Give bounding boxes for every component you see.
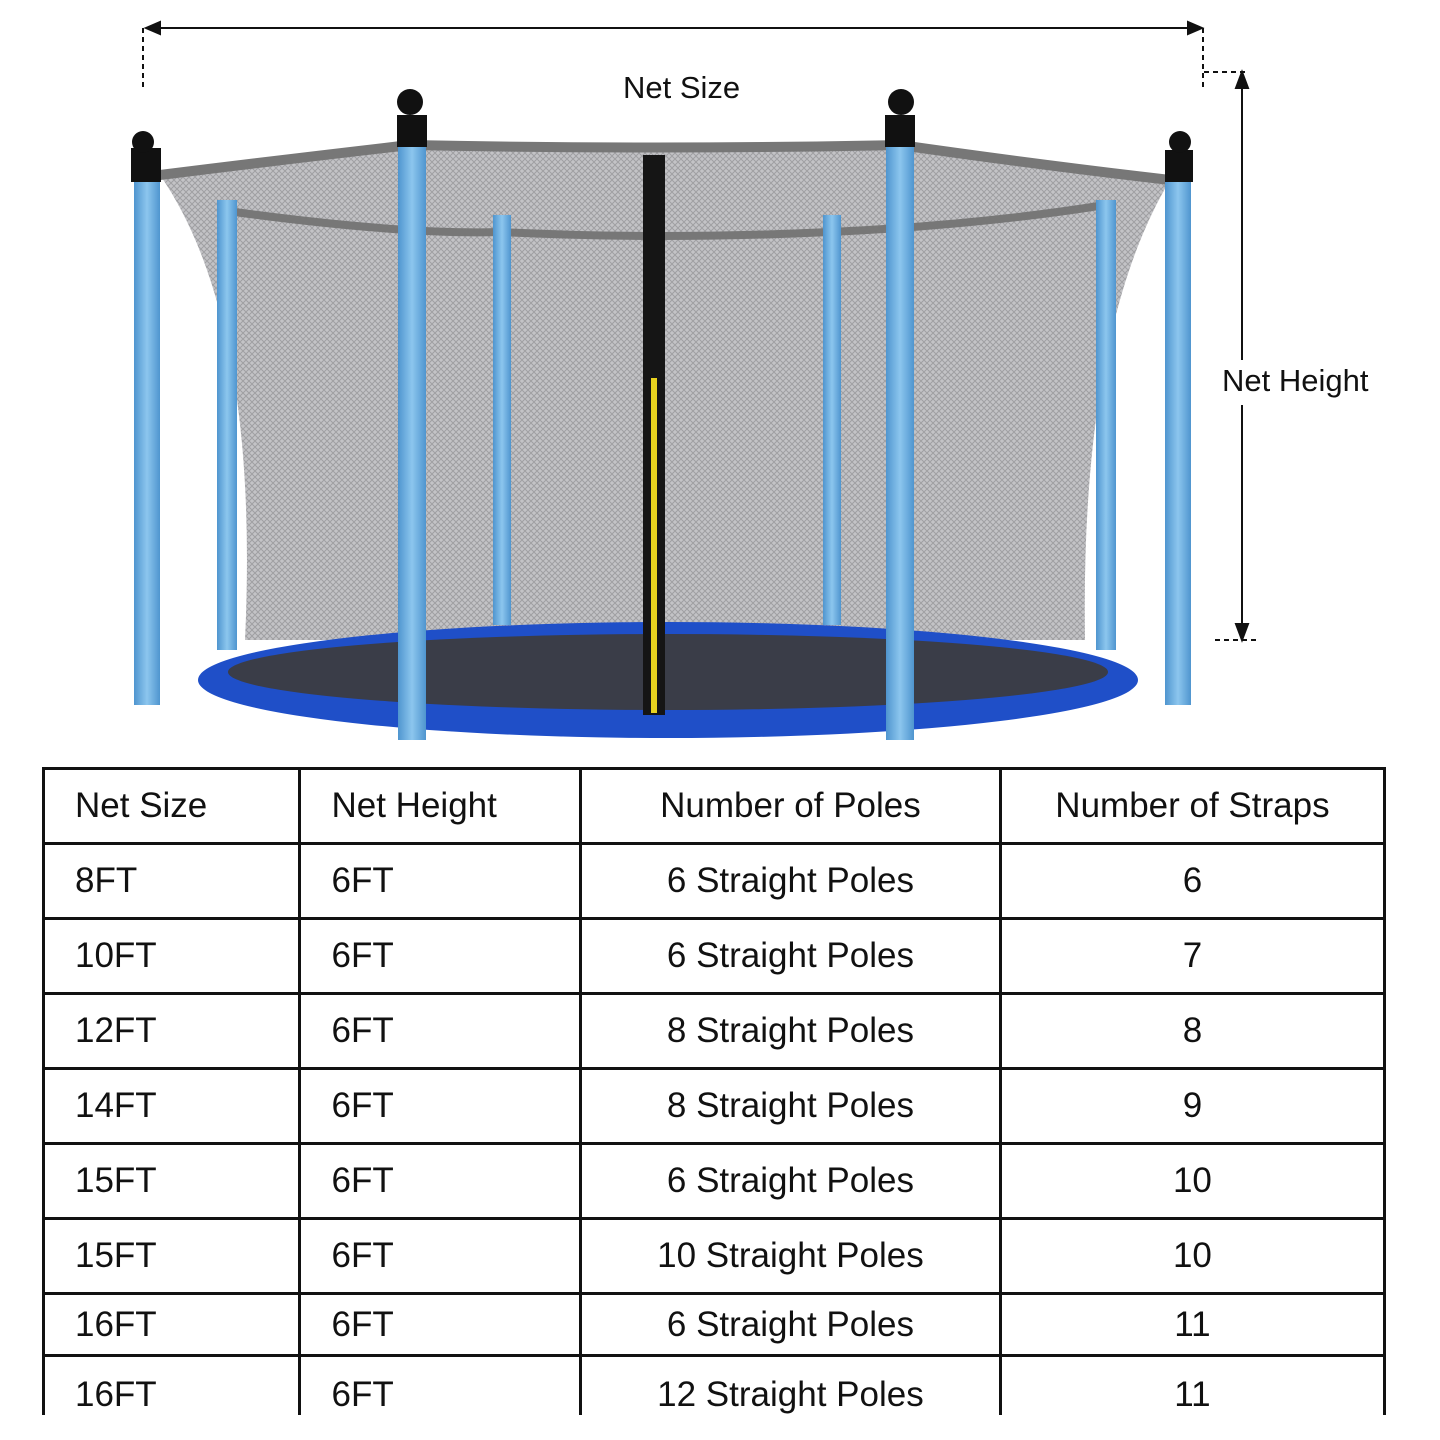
cell-poles: 6 Straight Poles	[578, 917, 1002, 995]
cell-straps: 9	[998, 1067, 1387, 1145]
cell-net-height: 6FT	[298, 1142, 582, 1220]
cell-poles: 6 Straight Poles	[578, 842, 1002, 920]
cell-straps: 10	[998, 1142, 1387, 1220]
cell-net-height: 6FT	[298, 1067, 582, 1145]
cell-poles: 12 Straight Poles	[578, 1354, 1002, 1415]
header-net-size: Net Size	[41, 767, 302, 845]
table-row: 16FT 6FT 6 Straight Poles 11	[41, 1292, 1387, 1357]
table-row: 12FT 6FT 8 Straight Poles 8	[41, 992, 1387, 1070]
table-row: 8FT 6FT 6 Straight Poles 6	[41, 842, 1387, 920]
cell-net-height: 6FT	[298, 917, 582, 995]
cell-net-size: 12FT	[41, 992, 302, 1070]
net-height-label: Net Height	[1222, 363, 1369, 398]
table-row: 16FT 6FT 12 Straight Poles 11	[41, 1354, 1387, 1415]
cell-net-size: 15FT	[41, 1142, 302, 1220]
cell-poles: 8 Straight Poles	[578, 1067, 1002, 1145]
cell-net-size: 15FT	[41, 1217, 302, 1295]
cell-net-height: 6FT	[298, 842, 582, 920]
table-row: 15FT 6FT 10 Straight Poles 10	[41, 1217, 1387, 1295]
table-row: 14FT 6FT 8 Straight Poles 9	[41, 1067, 1387, 1145]
net-size-label: Net Size	[623, 70, 741, 105]
cell-net-height: 6FT	[298, 1292, 582, 1357]
cell-straps: 6	[998, 842, 1387, 920]
cell-net-size: 16FT	[41, 1292, 302, 1357]
trampoline-net-illustration	[131, 20, 1256, 740]
cell-straps: 11	[998, 1354, 1387, 1415]
cell-net-size: 14FT	[41, 1067, 302, 1145]
front-poles	[131, 89, 1193, 740]
cell-net-size: 8FT	[41, 842, 302, 920]
cell-poles: 8 Straight Poles	[578, 992, 1002, 1070]
table-header-row: Net Size Net Height Number of Poles Numb…	[41, 767, 1387, 845]
cell-straps: 10	[998, 1217, 1387, 1295]
header-number-of-straps: Number of Straps	[998, 767, 1387, 845]
cell-net-size: 16FT	[41, 1354, 302, 1415]
cell-poles: 6 Straight Poles	[578, 1142, 1002, 1220]
net-size-dimension	[142, 20, 1205, 90]
table-row: 10FT 6FT 6 Straight Poles 7	[41, 917, 1387, 995]
cell-net-height: 6FT	[298, 992, 582, 1070]
header-number-of-poles: Number of Poles	[578, 767, 1002, 845]
cell-net-height: 6FT	[298, 1217, 582, 1295]
header-net-height: Net Height	[298, 767, 582, 845]
cell-straps: 11	[998, 1292, 1387, 1357]
cell-net-size: 10FT	[41, 917, 302, 995]
net-height-dimension	[1204, 69, 1256, 643]
cell-poles: 6 Straight Poles	[578, 1292, 1002, 1357]
table-row: 15FT 6FT 6 Straight Poles 10	[41, 1142, 1387, 1220]
cell-net-height: 6FT	[298, 1354, 582, 1415]
cell-straps: 7	[998, 917, 1387, 995]
cell-straps: 8	[998, 992, 1387, 1070]
cell-poles: 10 Straight Poles	[578, 1217, 1002, 1295]
spec-table: Net Size Net Height Number of Poles Numb…	[41, 767, 1387, 1415]
